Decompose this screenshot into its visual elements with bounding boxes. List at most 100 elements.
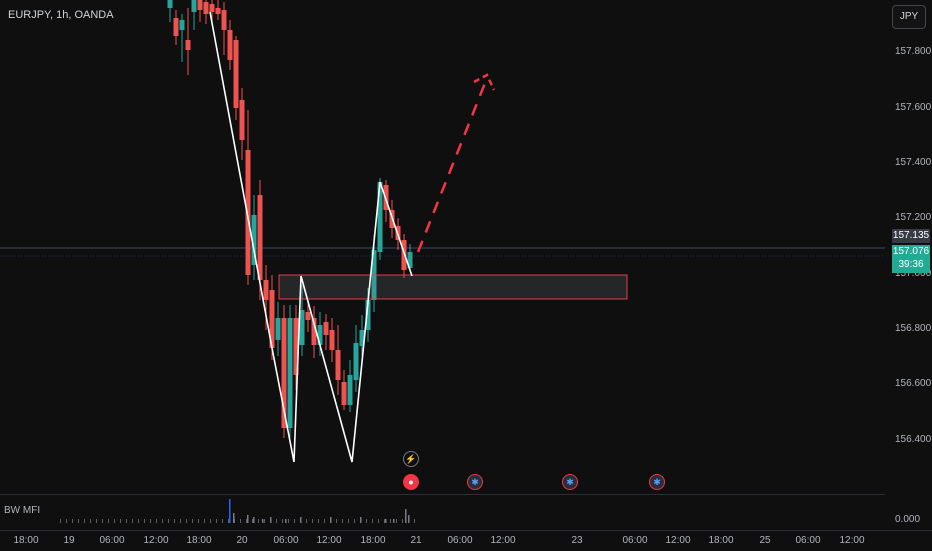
mfi-tick-bar [396, 519, 397, 523]
time-tick-label: 06:00 [447, 535, 473, 546]
record-dot-icon[interactable]: ● [403, 474, 419, 490]
time-tick-label: 18:00 [708, 535, 734, 546]
candle-body [221, 10, 227, 30]
mfi-tick-bar [246, 519, 247, 523]
mfi-tick-bar [180, 519, 181, 523]
mfi-bar [330, 517, 332, 523]
time-tick-label: 25 [759, 535, 771, 546]
mfi-tick-bar [126, 519, 127, 523]
candle-body [317, 325, 323, 345]
mfi-tick-bar [378, 519, 379, 523]
mfi-tick-bar [72, 519, 73, 523]
mfi-tick-bar [66, 519, 67, 523]
mfi-tick-bar [78, 519, 79, 523]
symbol-title: EURJPY, 1h, OANDA [8, 9, 114, 21]
mfi-tick-bar [144, 519, 145, 523]
mfi-bar [253, 517, 255, 523]
mfi-bar [229, 499, 231, 523]
time-tick-label: 06:00 [795, 535, 821, 546]
candle-body [227, 30, 233, 60]
indicator-value: 0.000 [895, 514, 921, 525]
time-axis[interactable]: 18:00 19 06:00 12:00 18:00 20 06:00 12:0… [0, 530, 932, 551]
price-tick-label: 157.200 [895, 212, 932, 223]
candle-body [335, 350, 341, 380]
candle-body [353, 343, 359, 380]
candle-body [203, 2, 209, 14]
price-tick-label: 156.600 [895, 378, 932, 389]
mfi-tick-bar [204, 519, 205, 523]
time-tick-label: 18:00 [13, 535, 39, 546]
mfi-tick-bar [186, 519, 187, 523]
mfi-tick-bar [258, 519, 259, 523]
candle-body [311, 318, 317, 345]
mfi-bar [405, 509, 407, 523]
economic-event-icon[interactable]: ✱ [467, 474, 483, 490]
time-tick-label: 12:00 [665, 535, 691, 546]
mfi-tick-bar [90, 519, 91, 523]
mfi-tick-bar [252, 519, 253, 523]
candle-body [407, 252, 413, 268]
candle-body [197, 0, 203, 10]
candle-body [275, 318, 281, 340]
mfi-tick-bar [132, 519, 133, 523]
mfi-tick-bar [372, 519, 373, 523]
support-zone-rectangle [278, 274, 628, 300]
economic-event-icon[interactable]: ✱ [649, 474, 665, 490]
candle-body [377, 182, 383, 252]
candle-body [347, 375, 353, 405]
mfi-tick-bar [264, 519, 265, 523]
chart-area[interactable]: EURJPY, 1h, OANDA [0, 0, 885, 490]
mfi-tick-bar [336, 519, 337, 523]
candle-body [281, 318, 287, 428]
mfi-tick-bar [354, 519, 355, 523]
mfi-bar [285, 519, 287, 523]
mfi-indicator-pane[interactable]: BW MFI [0, 494, 885, 531]
current-price-badge: 157.076 39:36 [892, 245, 930, 273]
mfi-tick-bar [222, 519, 223, 523]
pattern-zigzag-line [209, 11, 413, 463]
mfi-bar [300, 517, 302, 523]
mfi-bar [270, 517, 272, 523]
mfi-bar [408, 515, 410, 523]
time-tick-label: 20 [236, 535, 248, 546]
candle-body [167, 0, 173, 8]
candle-body [341, 382, 347, 405]
time-tick-label: 12:00 [143, 535, 169, 546]
mfi-tick-bar [228, 519, 229, 523]
mfi-tick-bar [276, 519, 277, 523]
projection-arrow-head [473, 73, 496, 91]
candle-body [215, 8, 221, 14]
candle-body [233, 40, 239, 108]
time-tick-label: 19 [63, 535, 75, 546]
mfi-tick-bar [192, 519, 193, 523]
candle-body [179, 20, 185, 30]
mfi-tick-bar [198, 519, 199, 523]
mfi-tick-bar [318, 519, 319, 523]
flash-icon[interactable]: ⚡ [403, 451, 419, 467]
candle-body [365, 300, 371, 330]
time-tick-label: 06:00 [622, 535, 648, 546]
time-tick-label: 06:00 [273, 535, 299, 546]
mfi-tick-bar [102, 519, 103, 523]
economic-event-icon[interactable]: ✱ [562, 474, 578, 490]
candle-body [173, 18, 179, 36]
candle-body [293, 318, 299, 375]
mfi-tick-bar [324, 519, 325, 523]
mfi-tick-bar [288, 519, 289, 523]
mfi-bar [360, 517, 362, 523]
mfi-bar [393, 519, 395, 523]
time-tick-label: 18:00 [360, 535, 386, 546]
mfi-tick-bar [414, 519, 415, 523]
mfi-tick-bar [174, 519, 175, 523]
candle-body [191, 0, 197, 12]
mfi-canvas [60, 499, 415, 523]
candle-body [209, 4, 215, 12]
mfi-bar [262, 519, 264, 523]
candle-body [305, 312, 311, 320]
mfi-tick-bar [84, 519, 85, 523]
mfi-tick-bar [282, 519, 283, 523]
mfi-tick-bar [402, 519, 403, 523]
price-chart-canvas[interactable] [0, 0, 885, 490]
candle-body [239, 100, 245, 140]
currency-button[interactable]: JPY [892, 5, 926, 29]
